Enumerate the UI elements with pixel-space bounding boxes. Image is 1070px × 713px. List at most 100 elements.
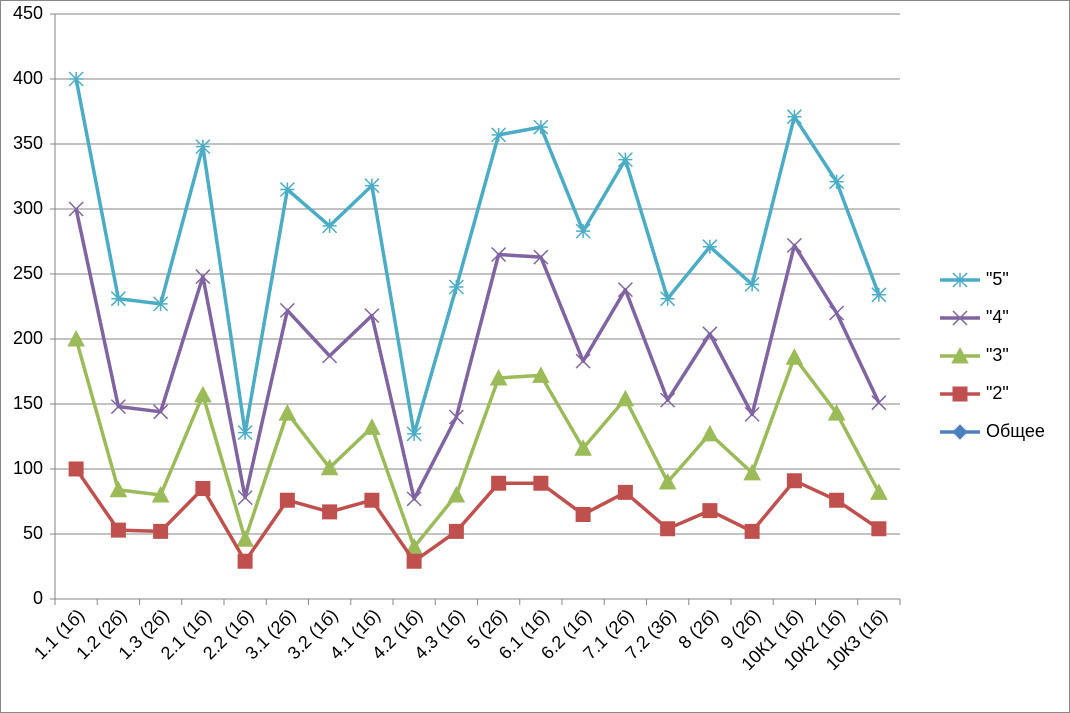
data-point: [701, 424, 719, 442]
data-point: [279, 302, 295, 318]
data-point: [320, 458, 339, 476]
legend-label: "4": [986, 307, 1009, 327]
data-point: [237, 425, 253, 441]
data-point: [110, 522, 126, 538]
data-point: [827, 404, 846, 421]
data-point: [448, 409, 464, 425]
y-tick-label: 50: [23, 523, 43, 543]
legend-marker: [952, 310, 968, 326]
data-point: [575, 353, 591, 369]
legend-label: Общее: [986, 421, 1045, 441]
data-point: [574, 439, 592, 456]
data-point: [829, 305, 845, 321]
data-point: [195, 269, 211, 285]
data-point: [660, 291, 676, 307]
series-line: [74, 208, 881, 501]
data-point: [744, 523, 760, 539]
data-point: [829, 174, 845, 190]
y-tick-label: 300: [13, 198, 43, 218]
data-point: [533, 119, 549, 135]
y-tick-label: 400: [13, 68, 43, 88]
data-point: [660, 521, 676, 537]
data-point: [785, 348, 804, 365]
data-point: [153, 404, 169, 420]
y-tick-label: 350: [13, 133, 43, 153]
data-point: [278, 404, 297, 421]
data-point: [533, 475, 549, 491]
data-point: [363, 418, 381, 435]
data-point: [67, 329, 85, 347]
legend-marker: [952, 424, 968, 440]
data-point: [786, 473, 802, 489]
data-point: [871, 287, 887, 303]
data-point: [195, 139, 211, 155]
data-point: [448, 279, 464, 295]
data-point: [322, 218, 338, 234]
data-point: [533, 249, 549, 265]
data-point: [744, 276, 760, 292]
data-point: [279, 492, 295, 508]
data-point: [153, 296, 169, 312]
data-point: [702, 503, 718, 519]
data-point: [194, 385, 212, 403]
data-point: [322, 348, 338, 364]
data-point: [448, 523, 464, 539]
data-point: [364, 178, 380, 194]
legend-marker: [952, 272, 968, 288]
data-point: [491, 127, 507, 143]
data-point: [447, 485, 466, 503]
legend-marker: [952, 386, 968, 402]
y-tick-label: 100: [13, 458, 43, 478]
data-point: [616, 389, 635, 407]
data-point: [575, 223, 591, 239]
data-point: [702, 326, 718, 342]
data-point: [786, 109, 802, 125]
data-point: [110, 399, 126, 415]
data-point: [617, 282, 633, 298]
data-point: [364, 492, 380, 508]
data-point: [489, 368, 508, 386]
data-point: [237, 490, 253, 506]
data-point: [617, 484, 633, 500]
data-point: [322, 504, 338, 520]
data-point: [786, 237, 802, 253]
data-point: [236, 530, 254, 547]
data-point: [491, 246, 507, 263]
legend-label: "5": [986, 269, 1009, 289]
y-tick-label: 0: [33, 588, 43, 608]
data-point: [660, 392, 676, 408]
data-point: [702, 239, 718, 255]
data-point: [237, 553, 253, 569]
data-point: [491, 475, 507, 491]
data-point: [743, 463, 761, 481]
data-point: [109, 480, 128, 498]
data-point: [744, 406, 760, 422]
data-point: [153, 523, 169, 539]
y-tick-label: 200: [13, 328, 43, 348]
data-point: [68, 71, 84, 87]
data-point: [658, 472, 677, 490]
legend-label: "2": [986, 383, 1009, 403]
y-tick-label: 150: [13, 393, 43, 413]
data-point: [532, 366, 550, 383]
data-point: [68, 461, 84, 477]
data-point: [406, 426, 422, 442]
data-point: [279, 181, 295, 198]
data-point: [406, 553, 422, 569]
data-point: [195, 481, 211, 496]
data-point: [870, 483, 888, 500]
y-tick-label: 250: [13, 263, 43, 283]
y-tick-label: 450: [13, 3, 43, 23]
data-point: [575, 507, 591, 522]
data-point: [829, 492, 845, 508]
data-point: [364, 308, 380, 324]
data-point: [406, 491, 422, 507]
data-point: [68, 201, 84, 217]
data-point: [617, 152, 633, 168]
data-point: [871, 395, 887, 411]
legend-marker: [951, 346, 969, 364]
data-point: [871, 521, 887, 537]
data-point: [110, 291, 126, 307]
